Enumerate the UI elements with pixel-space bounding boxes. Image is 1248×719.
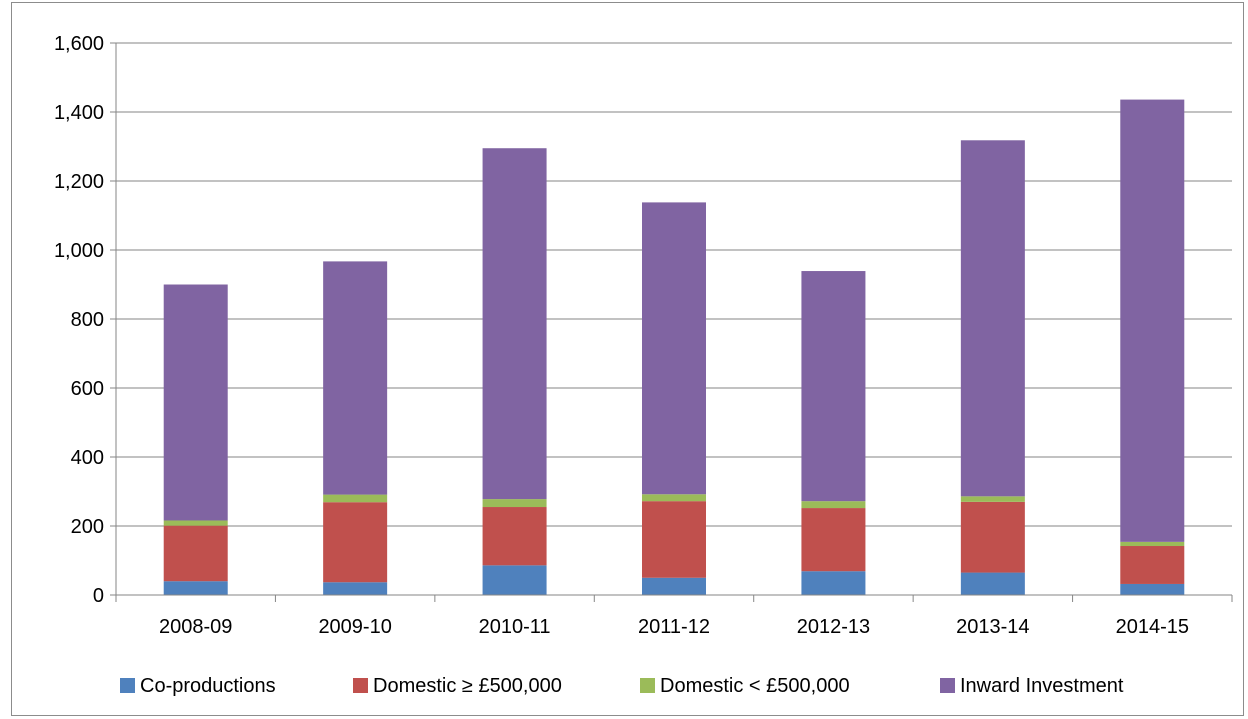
legend: Co-productions Domestic ≥ £500,000 Domesti… (120, 675, 1124, 697)
legend-swatch (353, 678, 368, 693)
bar-domestic-500-000-2010-11 (482, 507, 547, 566)
bar-domestic-500-000-2010-11 (482, 499, 547, 508)
legend-item: Co-productions (120, 675, 276, 697)
legend-label: Inward Investment (960, 675, 1124, 697)
x-tick-label: 2009-10 (318, 616, 391, 638)
bar-co-productions-2011-12 (642, 577, 706, 595)
bar-co-productions-2008-09 (163, 581, 228, 595)
y-tick-label: 1,000 (54, 240, 104, 262)
bar-domestic-500-000-2013-14 (960, 501, 1025, 573)
y-tick-label: 600 (71, 378, 104, 400)
bar-domestic-500-000-2012-13 (801, 501, 866, 509)
y-tick-label: 800 (71, 309, 104, 331)
bar-domestic-500-000-2012-13 (801, 508, 866, 572)
x-tick-label: 2013-14 (956, 616, 1029, 638)
bar-inward-investment-2011-12 (642, 202, 706, 495)
x-tick-label: 2011-12 (638, 616, 710, 638)
bars (163, 99, 1185, 595)
legend-item: Domestic < £500,000 (640, 675, 850, 697)
bar-domestic-500-000-2011-12 (642, 494, 706, 502)
bar-domestic-500-000-2009-10 (323, 502, 388, 583)
x-tick-label: 2012-13 (797, 616, 870, 638)
bar-domestic-500-000-2013-14 (960, 496, 1025, 502)
y-tick-label: 400 (71, 447, 104, 469)
bar-inward-investment-2012-13 (801, 271, 866, 502)
legend-label: Domestic < £500,000 (660, 675, 850, 697)
bar-co-productions-2010-11 (482, 565, 547, 595)
legend-item: Domestic ≥ £500,000 (353, 675, 562, 697)
bar-inward-investment-2013-14 (960, 140, 1025, 497)
bar-co-productions-2009-10 (323, 582, 388, 595)
x-tick-label: 2008-09 (159, 616, 232, 638)
bar-domestic-500-000-2011-12 (642, 501, 706, 578)
bar-domestic-500-000-2008-09 (163, 525, 228, 582)
bar-domestic-500-000-2008-09 (163, 520, 228, 526)
legend-label: Co-productions (140, 675, 276, 697)
y-tick-label: 200 (71, 516, 104, 538)
bar-co-productions-2014-15 (1120, 583, 1185, 595)
x-tick-label: 2014-15 (1116, 616, 1189, 638)
bar-co-productions-2013-14 (960, 572, 1025, 595)
x-tick-label: 2010-11 (479, 616, 551, 638)
y-tick-label: 0 (93, 585, 104, 607)
bar-domestic-500-000-2014-15 (1120, 546, 1185, 584)
legend-label: Domestic ≥ £500,000 (373, 675, 562, 697)
bar-domestic-500-000-2009-10 (323, 494, 388, 503)
axes: 0 200 400 600 800 1,000 1,200 1,400 1,600 2008-09… (54, 33, 1233, 638)
y-tick-label: 1,200 (54, 171, 104, 193)
bar-domestic-500-000-2014-15 (1120, 541, 1185, 547)
legend-swatch (940, 678, 955, 693)
bar-inward-investment-2014-15 (1120, 99, 1185, 542)
y-tick-label: 1,600 (54, 33, 104, 55)
bar-co-productions-2012-13 (801, 571, 866, 595)
y-tick-label: 1,400 (54, 102, 104, 124)
bar-inward-investment-2009-10 (323, 261, 388, 495)
legend-item: Inward Investment (940, 675, 1124, 697)
legend-swatch (640, 678, 655, 693)
legend-swatch (120, 678, 135, 693)
bar-inward-investment-2008-09 (163, 284, 228, 521)
bar-inward-investment-2010-11 (482, 148, 547, 500)
